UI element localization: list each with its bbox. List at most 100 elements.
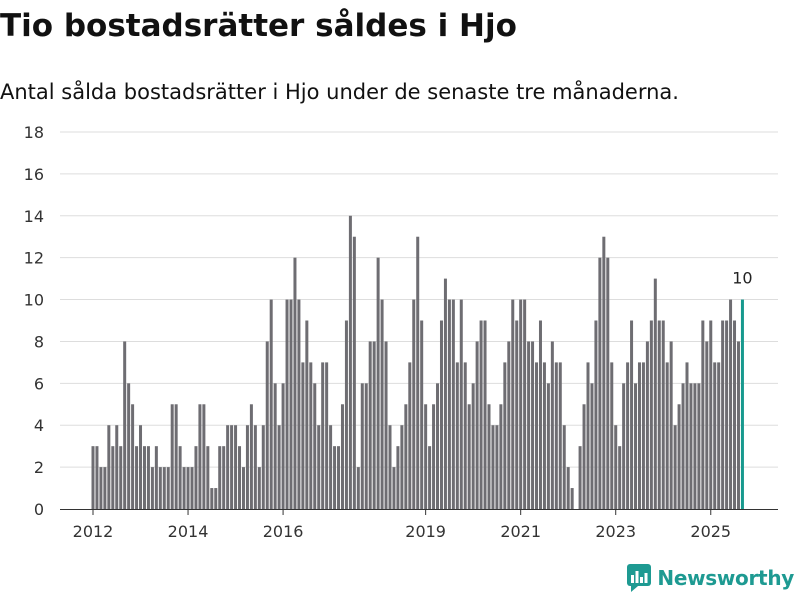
bar [614, 425, 618, 509]
bar [107, 425, 111, 509]
y-tick-label: 0 [34, 500, 44, 519]
bar [321, 362, 325, 509]
bar [653, 278, 657, 509]
bar [158, 467, 162, 509]
bar [348, 215, 352, 509]
x-tick-label: 2016 [263, 522, 304, 541]
bar [531, 341, 535, 509]
bar [495, 425, 499, 509]
bar [135, 446, 139, 509]
chart-title: Tio bostadsrätter såldes i Hjo [0, 8, 517, 44]
bar [637, 362, 641, 509]
bar-highlight [740, 299, 744, 509]
y-tick-label: 6 [34, 374, 44, 393]
bar [491, 425, 495, 509]
bar [289, 299, 293, 509]
bar [170, 404, 174, 509]
bar [717, 362, 721, 509]
bar [103, 467, 107, 509]
bar [309, 362, 313, 509]
bar [396, 446, 400, 509]
bar [238, 446, 242, 509]
bar [380, 299, 384, 509]
bar [337, 446, 341, 509]
bar [527, 341, 531, 509]
bar [162, 467, 166, 509]
bar [154, 446, 158, 509]
bar [194, 446, 198, 509]
chart-subtitle: Antal sålda bostadsrätter i Hjo under de… [0, 80, 679, 104]
bar [594, 320, 598, 509]
bar [713, 362, 717, 509]
bar [412, 299, 416, 509]
y-tick-label: 2 [34, 458, 44, 477]
bar [269, 299, 273, 509]
bar [376, 257, 380, 509]
bar [285, 299, 289, 509]
bar [119, 446, 123, 509]
bar [198, 404, 202, 509]
bar [245, 425, 249, 509]
bar [356, 467, 360, 509]
bar [487, 404, 491, 509]
bar [432, 404, 436, 509]
bar [142, 446, 146, 509]
bar [467, 404, 471, 509]
bar [91, 446, 95, 509]
bar [123, 341, 127, 509]
bar [463, 362, 467, 509]
bar [340, 404, 344, 509]
bar [186, 467, 190, 509]
bar [384, 341, 388, 509]
bar [634, 383, 638, 509]
bar [265, 341, 269, 509]
bar [416, 236, 420, 509]
bar [721, 320, 725, 509]
bar [558, 362, 562, 509]
data-label: 10 [732, 269, 752, 288]
bar [681, 383, 685, 509]
x-tick-label: 2012 [73, 522, 114, 541]
y-tick-label: 18 [24, 123, 44, 142]
brand-name: Newsworthy [657, 566, 794, 590]
bar [701, 320, 705, 509]
bar [301, 362, 305, 509]
x-tick-label: 2025 [690, 522, 731, 541]
bar [709, 320, 713, 509]
bar [586, 362, 590, 509]
bar [420, 320, 424, 509]
bar [657, 320, 661, 509]
bar [626, 362, 630, 509]
bar [602, 236, 606, 509]
bar [206, 446, 210, 509]
bar [459, 299, 463, 509]
bar [404, 404, 408, 509]
bar [598, 257, 602, 509]
bar [305, 320, 309, 509]
bar [344, 320, 348, 509]
bar [523, 299, 527, 509]
bar [729, 299, 733, 509]
bar [554, 362, 558, 509]
bar [451, 299, 455, 509]
bar [562, 425, 566, 509]
bar [261, 425, 265, 509]
bar [566, 467, 570, 509]
bar [483, 320, 487, 509]
bar [139, 425, 143, 509]
bar [178, 446, 182, 509]
bar [447, 299, 451, 509]
bar [439, 320, 443, 509]
bar [519, 299, 523, 509]
bar [507, 341, 511, 509]
bar [538, 320, 542, 509]
chart-logo-icon [627, 564, 652, 592]
bar [218, 446, 222, 509]
bar [372, 341, 376, 509]
bar [685, 362, 689, 509]
bar [550, 341, 554, 509]
bar [479, 320, 483, 509]
bar [146, 446, 150, 509]
bar [99, 467, 103, 509]
bar [606, 257, 610, 509]
